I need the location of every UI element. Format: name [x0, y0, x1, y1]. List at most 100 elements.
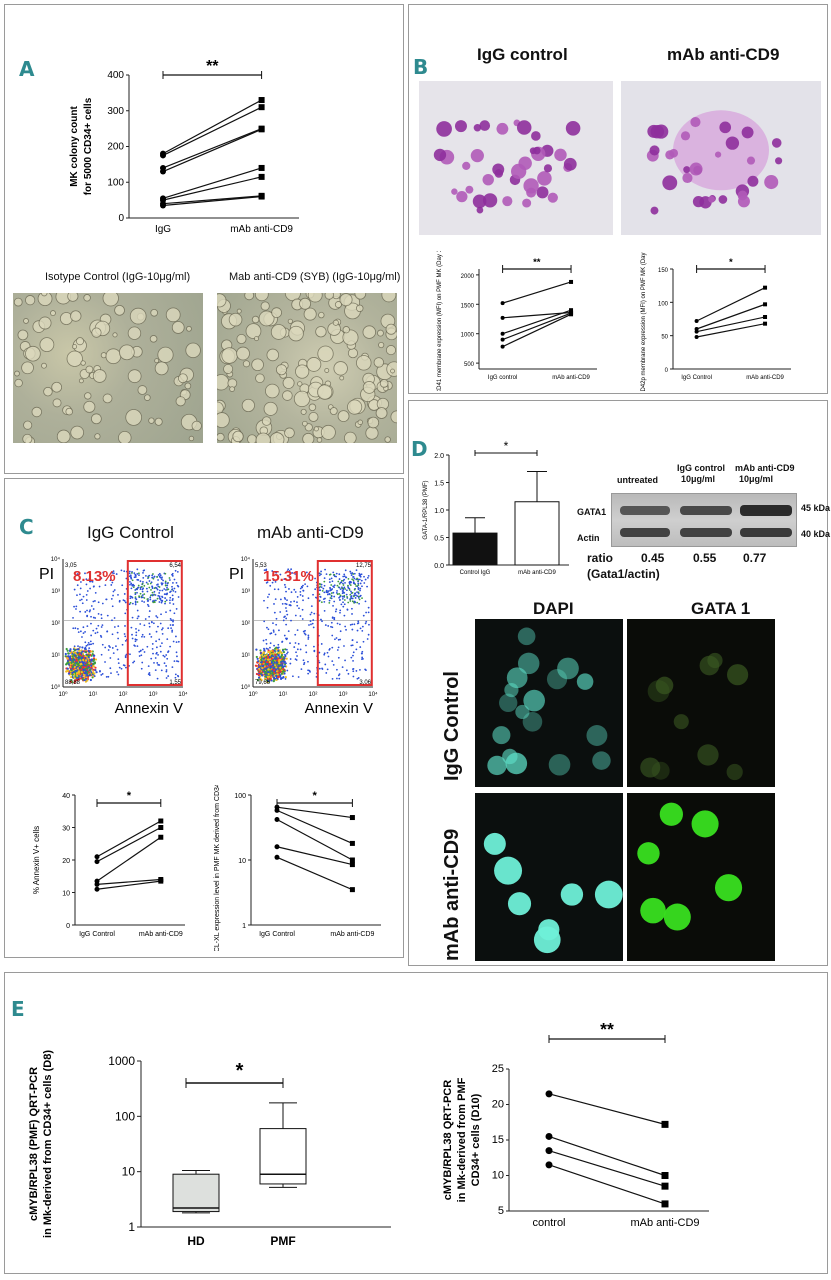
event-dot [361, 650, 364, 653]
data-point [94, 859, 100, 865]
cell [228, 312, 243, 327]
event-dot [339, 609, 342, 612]
event-dot [92, 665, 95, 668]
event-dot [258, 670, 261, 673]
event-dot [75, 661, 77, 664]
event-dot [104, 584, 107, 587]
data-point [661, 1172, 669, 1179]
cell [244, 293, 255, 301]
event-dot [148, 610, 151, 612]
event-dot [164, 600, 167, 603]
event-dot [74, 675, 77, 678]
event-dot [151, 594, 154, 597]
event-dot [129, 653, 131, 656]
event-dot [338, 573, 341, 576]
event-dot [131, 637, 134, 640]
event-dot [113, 617, 116, 619]
event-dot [356, 629, 359, 632]
event-dot [136, 601, 139, 603]
event-dot [324, 624, 327, 626]
event-dot [314, 588, 317, 591]
event-dot [273, 603, 275, 605]
flow-x-tick: 10³ [149, 692, 158, 698]
y-axis-label: CD42p membrane expression (MFI) on PMF M… [641, 251, 647, 391]
event-dot [143, 635, 146, 638]
event-dot [367, 574, 370, 577]
event-dot [172, 589, 175, 592]
event-dot [64, 652, 67, 656]
cell [78, 378, 84, 384]
event-dot [80, 581, 82, 583]
event-dot [66, 667, 69, 670]
stained-cell [689, 162, 703, 176]
nucleus [637, 842, 660, 865]
event-dot [259, 662, 262, 666]
y-axis-label: cMYB/RPL38 QRT-PCR [442, 1080, 454, 1200]
event-dot [147, 600, 150, 602]
event-dot [350, 644, 353, 647]
event-dot [76, 627, 79, 630]
event-dot [342, 605, 345, 608]
y-tick-label: 1 [242, 923, 246, 930]
event-dot [93, 672, 96, 675]
cell [307, 293, 323, 303]
event-dot [84, 630, 86, 633]
cell [373, 357, 385, 368]
event-dot [278, 661, 281, 665]
event-dot [342, 579, 345, 582]
y-axis-label: in Mk-derived from CD34+ cells (D8) [42, 1050, 54, 1238]
series-line [96, 878, 161, 885]
event-dot [338, 599, 341, 601]
event-dot [367, 611, 370, 614]
event-dot [92, 608, 95, 610]
event-dot [137, 579, 140, 581]
y-tick-label: 2000 [461, 274, 475, 280]
event-dot [90, 622, 92, 625]
event-dot [351, 628, 354, 631]
cell [385, 345, 397, 356]
event-dot [172, 582, 174, 584]
panel-d-label: D [411, 437, 428, 461]
event-dot [169, 596, 172, 599]
event-dot [362, 640, 365, 643]
event-dot [131, 602, 134, 605]
event-dot [344, 569, 347, 572]
event-dot [308, 624, 310, 626]
event-dot [171, 630, 174, 633]
event-dot [351, 607, 353, 610]
event-dot [347, 577, 350, 580]
event-dot [299, 594, 302, 596]
event-dot [99, 670, 101, 673]
bar [514, 501, 560, 566]
event-dot [88, 650, 90, 653]
event-dot [359, 587, 362, 590]
event-dot [157, 653, 159, 656]
event-dot [153, 576, 156, 578]
event-dot [341, 592, 344, 595]
event-dot [320, 601, 323, 604]
event-dot [329, 573, 332, 576]
cell [175, 396, 186, 407]
event-dot [84, 657, 87, 659]
event-dot [265, 638, 268, 641]
event-dot [333, 595, 336, 598]
nucleus [640, 757, 661, 778]
event-dot [102, 571, 105, 574]
cell [269, 432, 285, 443]
event-dot [165, 665, 168, 667]
event-dot [322, 587, 325, 590]
event-dot [285, 648, 288, 651]
event-dot [158, 586, 161, 588]
event-dot [298, 607, 300, 610]
event-dot [354, 592, 357, 595]
event-dot [262, 660, 265, 664]
event-dot [85, 648, 87, 651]
event-dot [145, 574, 147, 577]
flow-y-axis-label: PI [39, 566, 54, 583]
event-dot [289, 604, 292, 606]
cell [288, 325, 304, 342]
stained-cell [718, 195, 728, 204]
event-dot [89, 668, 92, 672]
